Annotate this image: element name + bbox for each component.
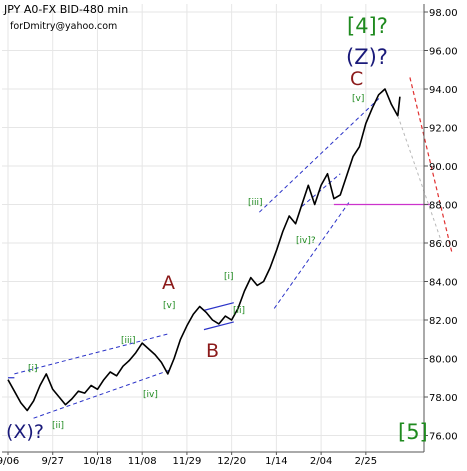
channel-line-lower-1: [33, 369, 171, 419]
wave-label-iv: [iv]: [143, 390, 158, 400]
x-tick-label: 10/18: [83, 456, 112, 467]
channel-line-inner-2: [301, 173, 341, 207]
wave-label-4: [4]?: [347, 14, 388, 38]
wave-label-A: A: [162, 272, 175, 294]
wave-label-X: (X)?: [6, 421, 44, 443]
y-tick-label: 90.00: [429, 162, 458, 173]
wave-label-iii: [iii]: [121, 336, 136, 346]
x-tick-label: 11/08: [128, 456, 157, 467]
flag-line-top: [203, 302, 234, 311]
wave-label-iv-second: [iv]?: [296, 236, 316, 246]
x-tick-label: 12/20: [217, 456, 246, 467]
x-tick-label: 1/14: [265, 456, 287, 467]
wave-label-iii-second: [iii]: [248, 198, 263, 208]
wave-labels: [i] [ii] [iii] [iv] [v] [i] [ii] [iii] [iv]? [v] […: [6, 14, 428, 444]
wave-label-v-second: [v]: [352, 94, 364, 104]
wave-label-ii-second: [ii]: [233, 306, 245, 316]
projection-line-red: [409, 77, 453, 253]
y-tick-label: 86.00: [429, 239, 458, 250]
channel-line-upper-2: [258, 96, 382, 213]
y-tick-label: 94.00: [429, 85, 458, 96]
channel-line-upper-1: [14, 332, 171, 375]
channel-line-lower-2: [273, 202, 350, 309]
wave-label-B: B: [206, 340, 219, 362]
y-tick-label: 84.00: [429, 278, 458, 289]
x-tick-label: 2/04: [310, 456, 332, 467]
wave-label-i-second: [i]: [224, 272, 234, 282]
y-tick-label: 78.00: [429, 393, 458, 404]
flag-line-bottom: [203, 321, 234, 331]
y-tick-label: 92.00: [429, 124, 458, 135]
y-tick-label: 98.00: [429, 8, 458, 19]
wave-label-Z: (Z)?: [346, 45, 388, 69]
projection-line-gray: [397, 115, 443, 244]
author-email: forDmitry@yahoo.com: [10, 21, 117, 32]
y-tick-label: 82.00: [429, 316, 458, 327]
chart-title: JPY A0-FX BID-480 min: [3, 3, 128, 16]
wave-label-5: [5]: [398, 420, 428, 444]
y-tick-label: 96.00: [429, 47, 458, 58]
x-tick-label: 9/06: [0, 456, 19, 467]
y-tick-label: 76.00: [429, 432, 458, 443]
x-tick-label: 11/29: [173, 456, 202, 467]
x-tick-label: 2/25: [355, 456, 377, 467]
wave-label-C: C: [350, 68, 363, 90]
x-tick-label: 9/27: [41, 456, 63, 467]
y-tick-label: 80.00: [429, 355, 458, 366]
channel-lines: [8, 96, 382, 419]
y-tick-label: 88.00: [429, 201, 458, 212]
price-series: [7, 88, 401, 412]
wave-label-i: [i]: [28, 364, 38, 374]
projection-overlay: [333, 77, 453, 253]
price-line: [7, 88, 401, 412]
wave-label-ii: [ii]: [52, 421, 64, 431]
wave-label-v: [v]: [163, 301, 175, 311]
